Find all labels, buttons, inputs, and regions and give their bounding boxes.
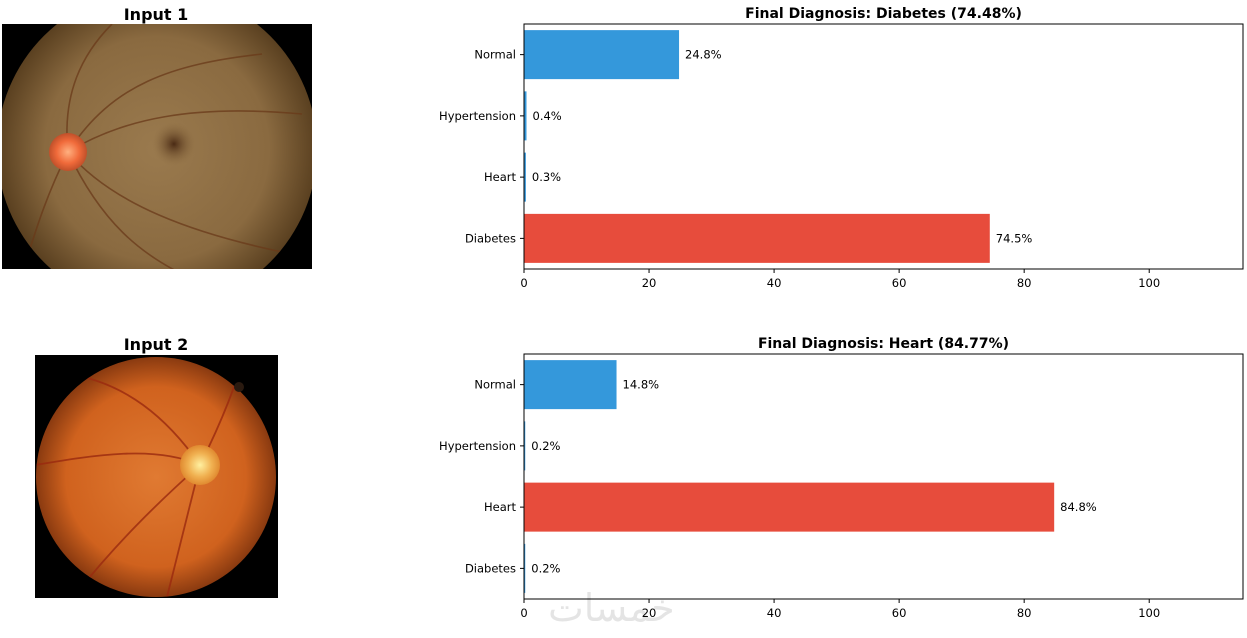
data-label-heart: 0.3% — [532, 170, 561, 184]
x-tick-label: 80 — [1017, 606, 1032, 620]
x-tick-label: 40 — [767, 276, 782, 290]
input-2-title: Input 2 — [123, 335, 189, 354]
x-tick-label: 60 — [892, 276, 907, 290]
y-tick-label-diabetes: Diabetes — [465, 231, 516, 245]
x-tick-label: 60 — [892, 606, 907, 620]
chart-1-frame — [523, 23, 1244, 270]
y-tick-label-heart: Heart — [484, 170, 516, 184]
bar-heart — [524, 152, 526, 202]
retina-image-2 — [35, 355, 278, 598]
bar-hypertension — [524, 91, 527, 141]
x-tick-label: 0 — [520, 276, 527, 290]
bar-normal — [524, 360, 617, 410]
chart-2-frame — [523, 353, 1244, 600]
y-tick-label-normal: Normal — [474, 378, 516, 392]
bar-diabetes — [524, 543, 526, 593]
bar-heart — [524, 482, 1055, 532]
data-label-heart: 84.8% — [1060, 500, 1097, 514]
input-1-title: Input 1 — [123, 5, 189, 24]
watermark-text: خمسات — [548, 586, 675, 630]
data-label-normal: 14.8% — [623, 378, 660, 392]
y-tick-label-normal: Normal — [474, 48, 516, 62]
data-label-hypertension: 0.2% — [531, 439, 560, 453]
bar-hypertension — [524, 421, 526, 471]
bar-normal — [524, 30, 680, 80]
bar-diabetes — [524, 213, 990, 263]
data-label-diabetes: 74.5% — [996, 231, 1033, 245]
data-label-diabetes: 0.2% — [531, 561, 560, 575]
data-label-hypertension: 0.4% — [533, 109, 562, 123]
y-tick-label-heart: Heart — [484, 500, 516, 514]
x-tick-label: 100 — [1138, 606, 1160, 620]
y-tick-label-hypertension: Hypertension — [439, 109, 516, 123]
data-label-normal: 24.8% — [685, 48, 722, 62]
x-tick-label: 80 — [1017, 276, 1032, 290]
chart-2-title: Final Diagnosis: Heart (84.77%) — [758, 336, 1009, 352]
x-tick-label: 20 — [642, 606, 657, 620]
x-tick-label: 20 — [642, 276, 657, 290]
chart-1-title: Final Diagnosis: Diabetes (74.48%) — [745, 6, 1022, 22]
x-tick-label: 100 — [1138, 276, 1160, 290]
x-tick-label: 0 — [520, 606, 527, 620]
y-tick-label-hypertension: Hypertension — [439, 439, 516, 453]
retina-image-1 — [2, 24, 312, 269]
y-tick-label-diabetes: Diabetes — [465, 561, 516, 575]
x-tick-label: 40 — [767, 606, 782, 620]
